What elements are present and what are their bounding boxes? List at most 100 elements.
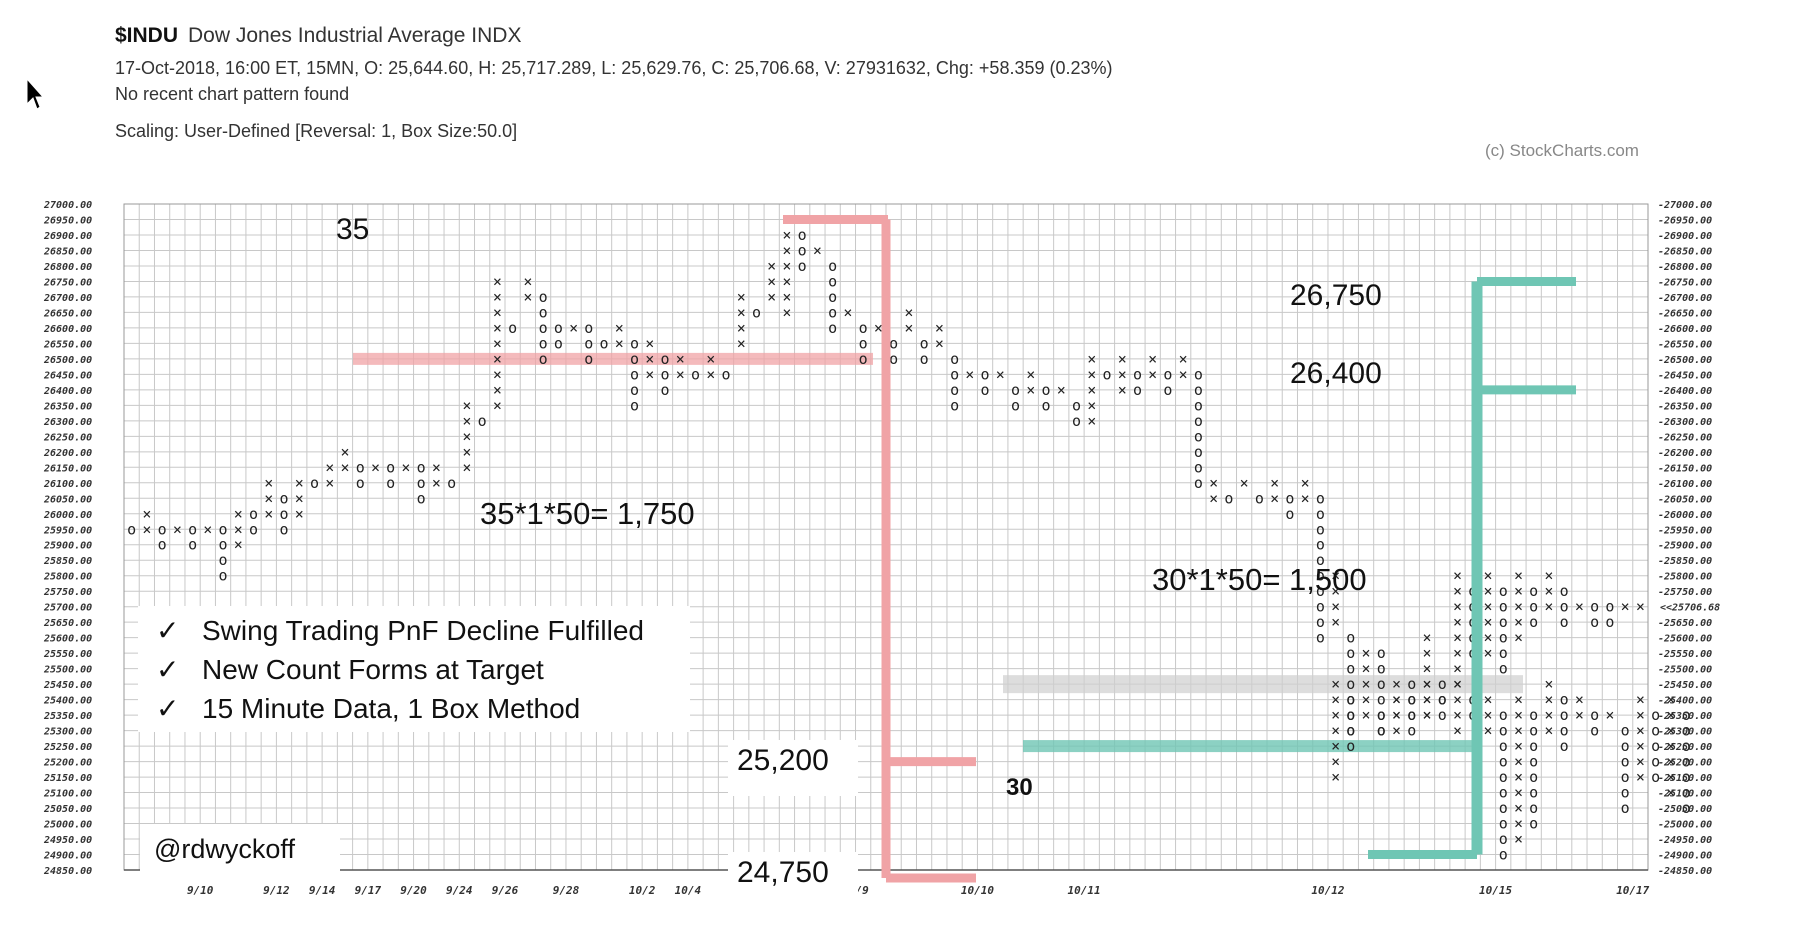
o-mark: o (1346, 737, 1355, 755)
y-tick-label-left: 25400.00 (43, 696, 92, 707)
x-mark: × (1514, 582, 1523, 600)
o-mark: o (219, 536, 228, 554)
y-tick-label-left: 26900.00 (43, 231, 92, 242)
x-tick-label: 10/12 (1311, 884, 1344, 897)
y-tick-label-left: 25450.00 (43, 680, 92, 691)
legend-item: ✓ 15 Minute Data, 1 Box Method (156, 693, 581, 724)
o-mark: o (1560, 737, 1569, 755)
x-mark: × (462, 396, 471, 414)
y-tick-label-right: -25650.00 (1658, 618, 1712, 629)
y-tick-label-right: -26100.00 (1658, 479, 1712, 490)
y-tick-label-left: 26150.00 (43, 463, 92, 474)
o-mark: o (981, 381, 990, 399)
x-mark: × (1544, 598, 1553, 616)
o-mark: o (1605, 613, 1614, 631)
o-mark: o (1499, 799, 1508, 817)
o-mark: o (249, 505, 258, 523)
x-mark: × (1331, 613, 1340, 631)
x-tick-label: 10/10 (961, 884, 994, 897)
o-mark: o (539, 334, 548, 352)
o-mark: o (280, 505, 289, 523)
y-tick-label-right: -27000.00 (1658, 200, 1712, 211)
x-mark: × (1514, 768, 1523, 786)
o-mark: o (1377, 644, 1386, 662)
o-mark: o (447, 474, 456, 492)
x-mark: × (1423, 675, 1432, 693)
x-mark: × (1209, 474, 1218, 492)
o-mark: o (1133, 365, 1142, 383)
o-mark: o (417, 474, 426, 492)
x-mark: × (1514, 753, 1523, 771)
o-mark: o (127, 520, 136, 538)
o-mark: o (1682, 799, 1691, 817)
y-tick-label-left: 25700.00 (43, 603, 92, 614)
o-mark: o (1529, 582, 1538, 600)
x-mark: × (1483, 644, 1492, 662)
x-mark: × (782, 272, 791, 290)
x-mark: × (1483, 691, 1492, 709)
x-mark: × (234, 536, 243, 554)
o-mark: o (1621, 722, 1630, 740)
x-mark: × (1636, 768, 1645, 786)
y-tick-label-right: <<25706.68 (1660, 603, 1720, 614)
count-top-label: 35 (336, 213, 369, 246)
x-mark: × (523, 272, 532, 290)
o-mark: o (1377, 675, 1386, 693)
y-tick-label-left: 25150.00 (43, 773, 92, 784)
x-mark: × (1514, 706, 1523, 724)
y-tick-label-left: 25750.00 (43, 587, 92, 598)
o-mark: o (1499, 722, 1508, 740)
o-mark: o (1407, 706, 1416, 724)
x-mark: × (1453, 613, 1462, 631)
o-mark: o (1605, 598, 1614, 616)
x-mark: × (737, 334, 746, 352)
x-mark: × (767, 288, 776, 306)
x-mark: × (1544, 675, 1553, 693)
o-mark: o (1529, 784, 1538, 802)
y-tick-label-left: 26850.00 (43, 246, 92, 257)
x-mark: × (1026, 381, 1035, 399)
y-tick-label-left: 26100.00 (43, 479, 92, 490)
x-mark: × (1331, 737, 1340, 755)
x-mark: × (493, 381, 502, 399)
scaling-line: Scaling: User-Defined [Reversal: 1, Box … (115, 121, 518, 141)
o-mark: o (1621, 784, 1630, 802)
quote-line: 17-Oct-2018, 16:00 ET, 15MN, O: 25,644.6… (115, 58, 1113, 78)
x-mark: × (340, 443, 349, 461)
y-tick-label-right: -25750.00 (1658, 587, 1712, 598)
o-mark: o (1499, 598, 1508, 616)
teal-count-row-band (1023, 740, 1480, 753)
o-mark: o (920, 350, 929, 368)
x-mark: × (737, 288, 746, 306)
x-tick-label: 9/20 (400, 884, 427, 897)
o-mark: o (539, 319, 548, 337)
x-mark: × (1270, 489, 1279, 507)
y-tick-label-left: 26550.00 (43, 339, 92, 350)
o-mark: o (1438, 675, 1447, 693)
o-mark: o (539, 350, 548, 368)
o-mark: o (1072, 412, 1081, 430)
o-mark: o (630, 334, 639, 352)
o-mark: o (661, 365, 670, 383)
o-mark: o (1682, 768, 1691, 786)
y-tick-label-left: 26250.00 (43, 432, 92, 443)
x-mark: × (935, 334, 944, 352)
y-tick-label-right: -25200.00 (1658, 758, 1712, 769)
x-tick-label: 9/12 (263, 884, 290, 897)
o-mark: o (219, 551, 228, 569)
o-mark: o (1316, 505, 1325, 523)
y-tick-label-left: 26200.00 (43, 448, 92, 459)
x-tick-label: 9/14 (309, 884, 336, 897)
o-mark: o (1499, 660, 1508, 678)
x-mark: × (1148, 350, 1157, 368)
o-mark: o (1529, 737, 1538, 755)
count-bottom-formula: 30*1*50= 1,500 (1152, 562, 1367, 597)
o-mark: o (1651, 722, 1660, 740)
x-mark: × (1666, 768, 1675, 786)
o-mark: o (600, 334, 609, 352)
x-mark: × (1483, 629, 1492, 647)
x-mark: × (234, 505, 243, 523)
y-tick-label-left: 26500.00 (43, 355, 92, 366)
x-mark: × (1331, 675, 1340, 693)
o-mark: o (1194, 396, 1203, 414)
